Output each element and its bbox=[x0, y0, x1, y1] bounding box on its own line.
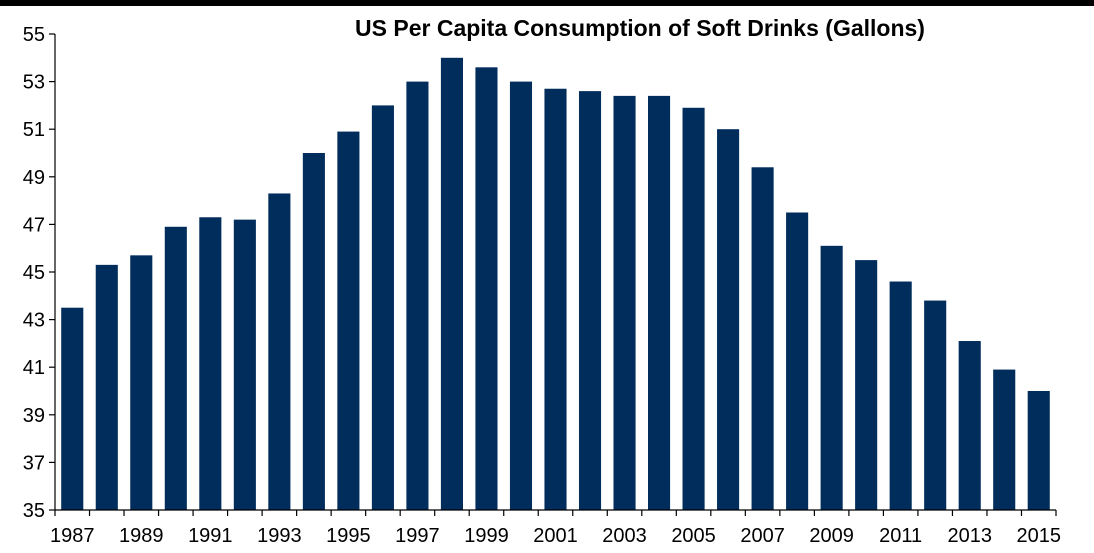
bar-1992 bbox=[233, 219, 256, 510]
x-tick-label: 2011 bbox=[879, 525, 922, 547]
bar-2000 bbox=[509, 81, 533, 510]
bar-1989 bbox=[130, 255, 153, 510]
bar-2007 bbox=[751, 167, 774, 510]
bar-2009 bbox=[820, 245, 843, 510]
x-tick-label: 1999 bbox=[464, 525, 509, 547]
y-tick-label: 45 bbox=[23, 262, 45, 284]
bar-1995 bbox=[337, 131, 360, 510]
y-tick-label: 47 bbox=[23, 214, 45, 236]
bar-1998 bbox=[440, 57, 463, 511]
bar-2015 bbox=[1027, 391, 1050, 510]
bar-1996 bbox=[371, 105, 394, 511]
y-tick-label: 53 bbox=[23, 72, 45, 94]
bar-2006 bbox=[717, 129, 740, 510]
bar-2004 bbox=[648, 95, 671, 510]
x-tick-label: 2009 bbox=[809, 525, 854, 547]
bar-1999 bbox=[475, 67, 498, 510]
bar-1990 bbox=[164, 226, 187, 510]
bar-1997 bbox=[406, 81, 429, 510]
bar-2001 bbox=[544, 88, 567, 511]
x-tick-label: 1989 bbox=[119, 525, 164, 547]
bar-2005 bbox=[682, 107, 705, 510]
bar-2014 bbox=[993, 369, 1016, 510]
y-tick-label: 43 bbox=[23, 310, 45, 332]
x-tick-label: 2003 bbox=[602, 525, 647, 547]
x-tick-label: 2007 bbox=[740, 525, 785, 547]
bar-2002 bbox=[578, 91, 602, 511]
y-tick-label: 37 bbox=[23, 452, 45, 474]
y-tick-label: 39 bbox=[23, 405, 45, 427]
bar-2008 bbox=[786, 212, 809, 510]
x-tick-label: 1993 bbox=[257, 525, 302, 547]
x-tick-label: 1991 bbox=[188, 525, 233, 547]
x-tick-label: 1987 bbox=[50, 525, 95, 547]
y-tick-label: 41 bbox=[23, 357, 45, 379]
y-tick-label: 55 bbox=[23, 24, 45, 46]
bar-1994 bbox=[302, 153, 325, 510]
x-tick-label: 2005 bbox=[671, 525, 716, 547]
y-tick-label: 35 bbox=[23, 500, 45, 522]
top-border bbox=[0, 0, 1094, 6]
bar-1993 bbox=[268, 193, 291, 510]
bar-2010 bbox=[855, 260, 878, 510]
x-tick-label: 2013 bbox=[947, 525, 992, 547]
x-tick-label: 1995 bbox=[326, 525, 371, 547]
x-tick-label: 2015 bbox=[1016, 525, 1061, 547]
y-tick-label: 51 bbox=[23, 119, 45, 141]
chart-title: US Per Capita Consumption of Soft Drinks… bbox=[355, 15, 925, 41]
bar-2012 bbox=[924, 300, 947, 510]
bar-2013 bbox=[958, 341, 981, 510]
x-tick-label: 1997 bbox=[395, 525, 440, 547]
bar-1987 bbox=[61, 307, 84, 510]
bar-1991 bbox=[199, 217, 222, 510]
x-tick-label: 2001 bbox=[533, 525, 578, 547]
bar-2003 bbox=[613, 95, 636, 510]
bar-1988 bbox=[95, 264, 118, 510]
y-tick-label: 49 bbox=[23, 167, 45, 189]
bar-2011 bbox=[889, 281, 912, 510]
